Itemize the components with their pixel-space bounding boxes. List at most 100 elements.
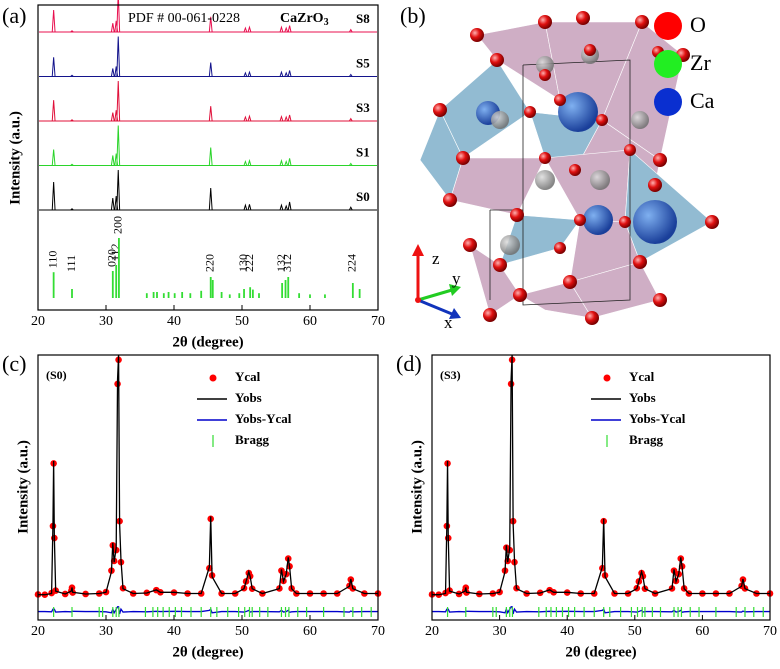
peak (110, 112, 115, 122)
x-tick-label: 40 (167, 314, 181, 329)
legend-label: Ycal (629, 369, 655, 384)
legend-label: Yobs-Ycal (235, 411, 292, 426)
formula: CaZrO3 (280, 11, 329, 28)
legend-label: O (690, 12, 706, 37)
panel-label: (c) (2, 351, 26, 376)
legend-label: Yobs (629, 390, 656, 405)
peak (116, 169, 121, 211)
hkl-label: 111 (64, 255, 78, 272)
peak (51, 181, 56, 211)
y-axis-title: Intensity (a.u.) (409, 440, 425, 534)
x-tick-label: 30 (99, 314, 113, 329)
plot-frame (431, 354, 771, 621)
x-tick-label: 20 (425, 624, 439, 639)
hkl-label: 200 (111, 216, 125, 234)
plot-frame (37, 354, 379, 621)
x-tick-label: 60 (303, 314, 317, 329)
profile-line (38, 606, 378, 615)
hkl-label: 220 (202, 254, 216, 272)
sample-label: (S0) (46, 368, 67, 382)
peak (284, 115, 289, 122)
x-tick-label: 70 (371, 314, 385, 329)
legend-swatch (603, 374, 611, 382)
peak (243, 159, 248, 166)
peak (70, 208, 74, 211)
x-tick-label: 40 (560, 624, 574, 639)
peak (70, 30, 74, 33)
formula-main: CaZrO (280, 11, 324, 26)
legend-swatch (654, 50, 682, 78)
peak (208, 16, 213, 33)
legend-label: Yobs-Ycal (629, 411, 686, 426)
peak (70, 163, 74, 166)
x-axis-title: 2θ (degree) (172, 644, 243, 660)
peak (70, 74, 74, 77)
axis-y-label: y (452, 269, 461, 288)
peak (116, 125, 121, 166)
legend-label: Yobs (235, 390, 262, 405)
peak (110, 23, 115, 33)
hkl-label: 312 (280, 254, 294, 272)
peak (287, 25, 292, 33)
peak (247, 204, 252, 211)
hkl-label: 224 (345, 254, 359, 272)
hkl-label: 020 (105, 249, 119, 267)
hkl-label: 112 (108, 243, 122, 261)
peak (348, 28, 353, 33)
peak (116, 0, 121, 33)
profile-line (38, 354, 378, 596)
formula-sub: 3 (324, 17, 329, 28)
series-label: S5 (356, 55, 370, 70)
peak (284, 71, 289, 77)
peak (208, 62, 213, 77)
plot-frame (37, 4, 379, 311)
peak (284, 26, 289, 33)
y-axis-title: Intensity (a.u.) (15, 440, 31, 534)
peak (348, 73, 353, 77)
x-tick-label: 50 (628, 624, 642, 639)
peak (348, 162, 353, 166)
peak (110, 68, 115, 77)
peak (287, 114, 292, 122)
x-tick-label: 20 (31, 624, 45, 639)
peak (116, 36, 121, 77)
peak (110, 197, 115, 211)
x-tick-label: 30 (99, 624, 113, 639)
legend-swatch (209, 374, 217, 382)
peak (243, 26, 248, 33)
legend-label: Zr (690, 50, 711, 75)
x-tick-label: 30 (493, 624, 507, 639)
peak (243, 71, 248, 77)
x-axis-title: 2θ (degree) (172, 334, 243, 350)
peak (243, 115, 248, 122)
peak (284, 204, 289, 211)
peak (279, 25, 284, 33)
peak (279, 114, 284, 122)
x-tick-label: 60 (303, 624, 317, 639)
x-axis-title: 2θ (degree) (565, 644, 636, 660)
legend-label: Ycal (235, 369, 261, 384)
axis-z-label: z (432, 249, 440, 268)
legend-swatch (654, 88, 682, 116)
peak (51, 57, 56, 77)
annotation: PDF # 00-061-0228 (128, 11, 240, 26)
peak (348, 117, 353, 122)
profile-line (432, 354, 770, 596)
legend-label: Bragg (235, 432, 269, 447)
x-tick-label: 70 (763, 624, 777, 639)
series-label: S1 (356, 144, 370, 159)
peak (116, 80, 121, 122)
peak (287, 201, 292, 211)
peak (279, 203, 284, 211)
peak (70, 119, 74, 122)
panel-label: (a) (2, 3, 26, 28)
y-axis-title: Intensity (a.u.) (7, 111, 23, 205)
series-label: S3 (356, 100, 370, 115)
hkl-label: 222 (242, 254, 256, 272)
x-tick-label: 70 (371, 624, 385, 639)
peak (208, 106, 213, 122)
peak (287, 70, 292, 77)
sample-label: (S3) (440, 368, 461, 382)
peak (279, 158, 284, 166)
